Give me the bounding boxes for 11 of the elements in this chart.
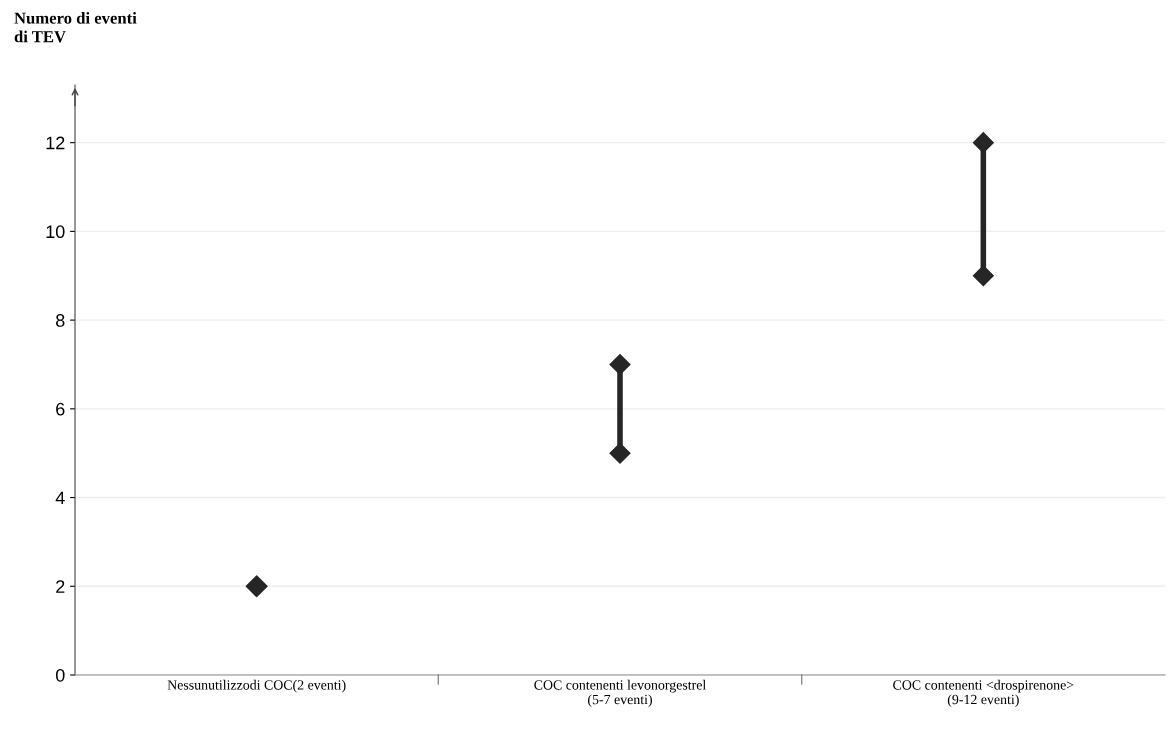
y-tick-label: 4 bbox=[55, 491, 65, 505]
y-tick-label: 6 bbox=[56, 402, 65, 416]
y-tick-label: 12 bbox=[46, 136, 65, 150]
x-tick-label: COC contenenti levonorgestrel (5-7 eventi) bbox=[534, 679, 706, 708]
y-tick-label: 2 bbox=[56, 580, 65, 593]
y-tick-label: 10 bbox=[46, 225, 65, 239]
x-tick-label: Nessunutilizzodi COC(2 eventi) bbox=[167, 679, 346, 693]
y-axis-title: Numero di eventi di TEV bbox=[14, 12, 137, 43]
y-tick-label: 0 bbox=[55, 668, 65, 682]
y-tick-label: 8 bbox=[56, 314, 65, 327]
x-tick-label: COC contenenti <drospirenone> (9-12 eventi) bbox=[893, 679, 1074, 707]
